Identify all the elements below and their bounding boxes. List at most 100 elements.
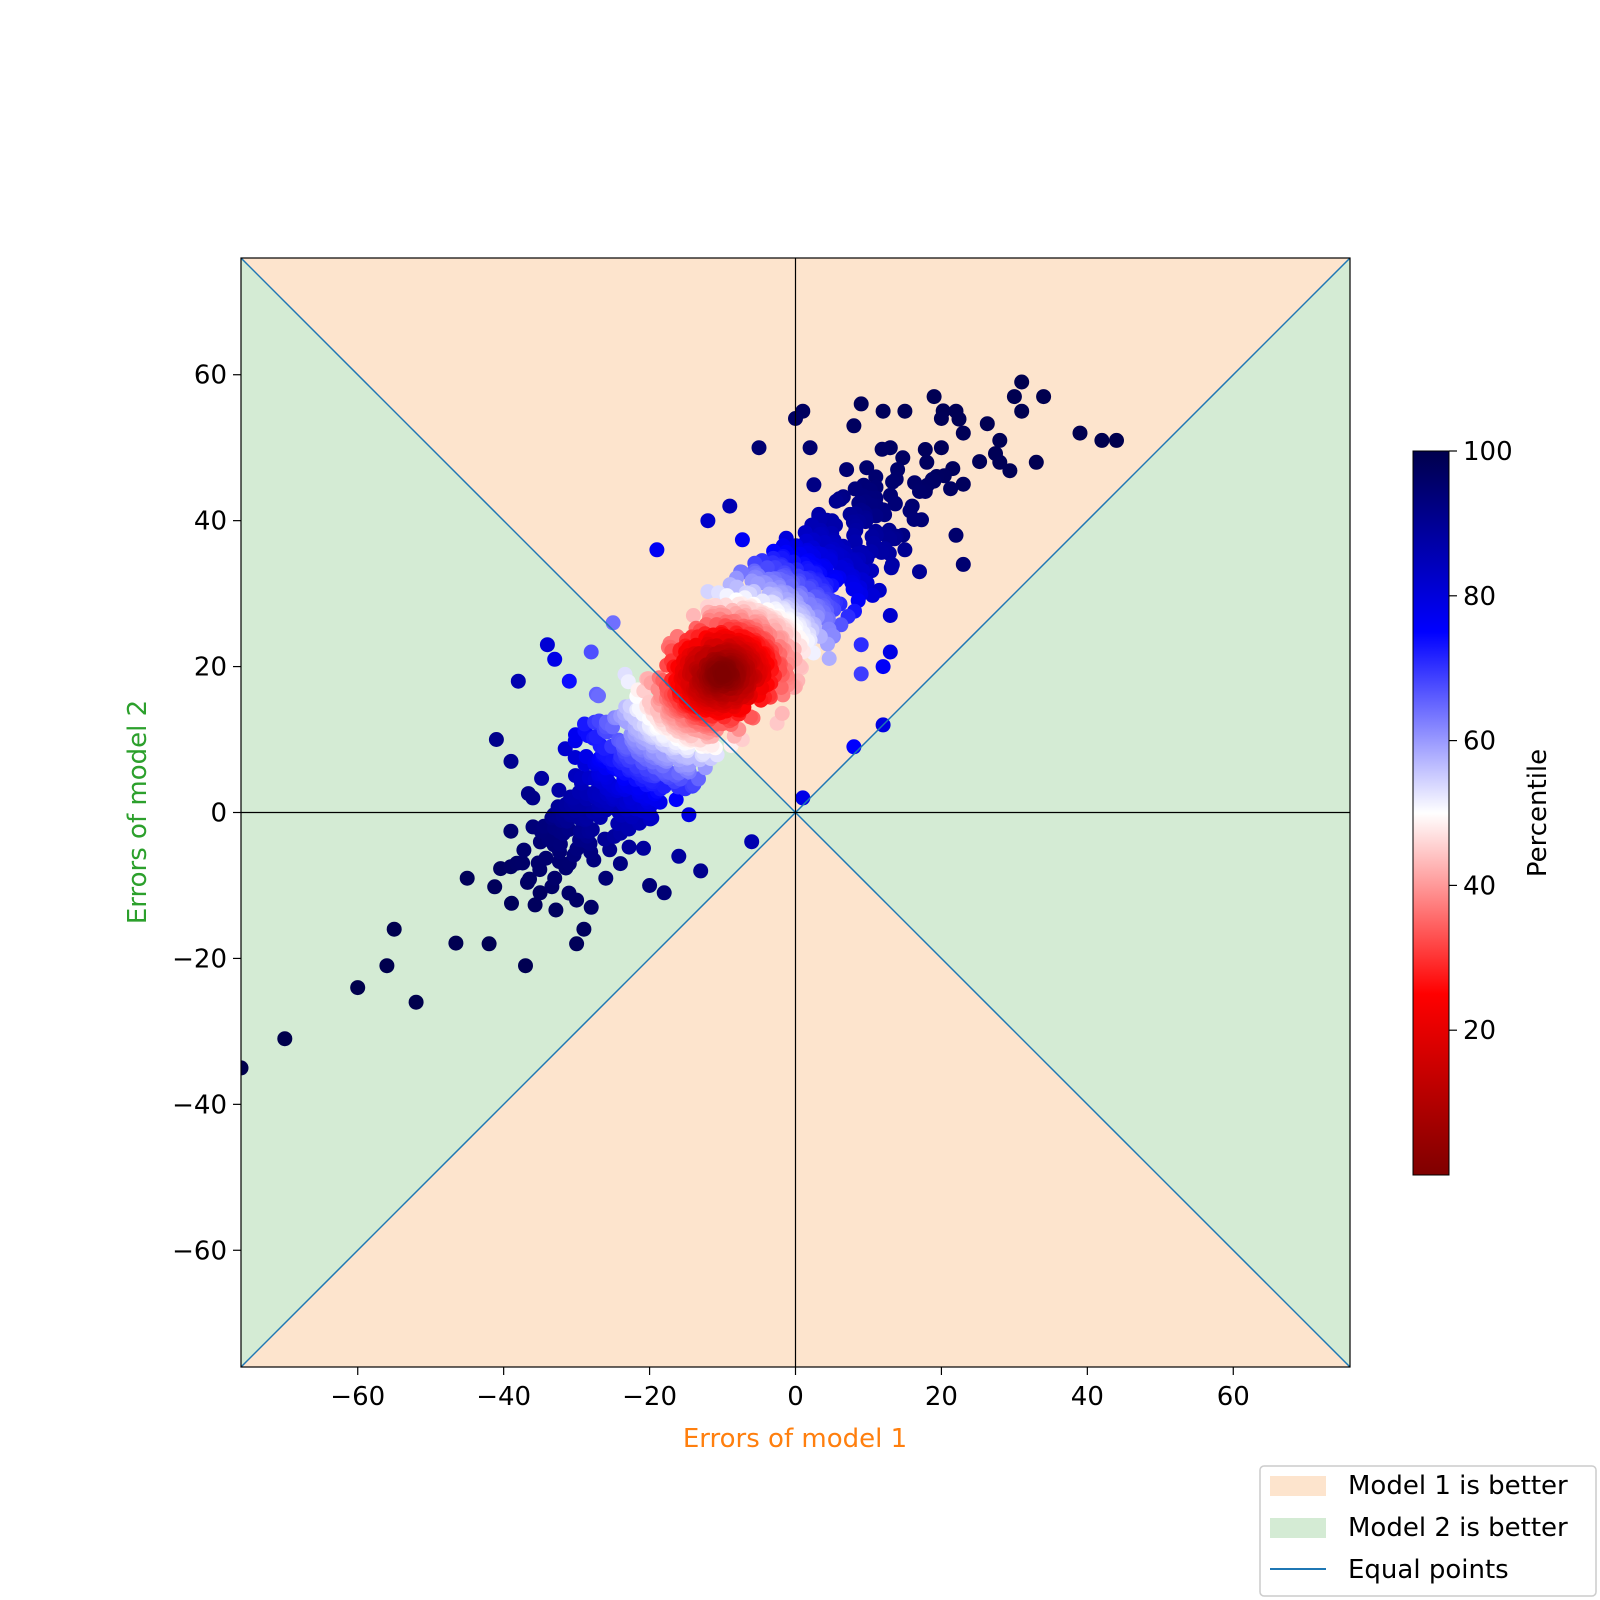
scatter-point xyxy=(561,673,577,689)
y-tick-label: 0 xyxy=(210,799,227,829)
scatter-point xyxy=(503,823,519,839)
scatter-point xyxy=(992,432,1008,448)
legend-swatch-model1 xyxy=(1270,1476,1326,1496)
y-tick-label: 20 xyxy=(194,653,227,683)
legend: Model 1 is better Model 2 is better Equa… xyxy=(1259,1465,1597,1597)
scatter-point xyxy=(933,440,949,456)
scatter-point xyxy=(408,994,424,1010)
scatter-point xyxy=(551,782,567,798)
scatter-point xyxy=(806,477,822,493)
scatter-point xyxy=(583,899,599,915)
scatter-point xyxy=(846,418,862,434)
x-tick-label: 0 xyxy=(787,1382,804,1412)
scatter-point xyxy=(583,644,599,660)
scatter-point xyxy=(828,493,844,509)
colorbar-tick-label: 60 xyxy=(1463,727,1496,757)
scatter-point xyxy=(1109,432,1124,448)
scatter-point xyxy=(277,1031,293,1047)
scatter-point xyxy=(459,870,475,886)
scatter-point xyxy=(1028,454,1044,470)
scatter-point xyxy=(865,587,881,603)
scatter-point xyxy=(539,637,555,653)
scatter-point xyxy=(547,651,563,667)
scatter-point xyxy=(951,411,967,427)
scatter-point xyxy=(621,839,637,855)
scatter-point xyxy=(518,958,533,974)
scatter-point xyxy=(751,440,767,456)
colorbar-label: Percentile xyxy=(1523,749,1553,877)
legend-frame xyxy=(1259,1465,1597,1597)
scatter-point xyxy=(642,878,658,893)
scatter-point xyxy=(515,855,531,871)
scatter-point xyxy=(1014,374,1030,390)
x-tick-label: −20 xyxy=(622,1382,677,1412)
scatter-point xyxy=(516,842,532,858)
scatter-point xyxy=(859,460,875,476)
scatter-point xyxy=(1002,463,1018,479)
scatter-point xyxy=(955,556,971,572)
x-tick-label: −60 xyxy=(330,1382,385,1412)
scatter-point xyxy=(636,840,651,856)
scatter-point xyxy=(912,564,927,580)
y-tick-label: 60 xyxy=(194,361,227,391)
y-axis-ticks: −60 −40 −20 0 20 40 60 xyxy=(172,361,241,1266)
scatter-point xyxy=(897,542,913,558)
scatter-point xyxy=(379,958,395,974)
scatter-point xyxy=(668,792,684,808)
guide-lines xyxy=(240,257,1351,1368)
scatter-point xyxy=(875,659,891,675)
scatter-point xyxy=(912,484,927,499)
scatter-point xyxy=(979,416,995,432)
x-tick-label: 60 xyxy=(1217,1382,1250,1412)
colorbar: 20 40 60 80 100 Percentile xyxy=(1412,437,1553,1176)
colorbar-ticks: 20 40 60 80 100 xyxy=(1449,437,1513,1046)
scatter-point xyxy=(883,560,899,576)
scatter-point xyxy=(548,902,564,918)
scatter-point xyxy=(547,870,563,886)
scatter-point xyxy=(885,474,901,490)
scatter-point xyxy=(1014,403,1030,419)
scatter-point xyxy=(875,403,891,419)
scatter-point xyxy=(1072,425,1088,441)
scatter-point xyxy=(795,790,811,806)
scatter-point xyxy=(853,666,869,682)
x-axis-label: Errors of model 1 xyxy=(683,1424,907,1454)
scatter-point xyxy=(845,581,861,597)
scatter-point xyxy=(448,935,464,951)
scatter-point xyxy=(557,741,573,757)
y-tick-label: −20 xyxy=(172,944,227,974)
scatter-point xyxy=(895,450,911,466)
scatter-point xyxy=(802,440,818,456)
scatter-point xyxy=(685,608,701,623)
scatter-point xyxy=(591,688,606,704)
scatter-point xyxy=(510,673,526,689)
scatter-point xyxy=(722,498,738,514)
scatter-point xyxy=(846,739,862,755)
x-tick-label: 40 xyxy=(1071,1382,1104,1412)
scatter-point xyxy=(700,513,716,529)
legend-label-model1: Model 1 is better xyxy=(1348,1471,1568,1501)
scatter-point xyxy=(522,871,537,887)
scatter-point xyxy=(525,790,541,806)
scatter-point xyxy=(774,705,790,721)
scatter-point xyxy=(853,637,869,653)
scatter-point xyxy=(972,454,988,470)
y-tick-label: −60 xyxy=(172,1236,227,1266)
scatter-point xyxy=(919,454,935,470)
scatter-point xyxy=(948,527,964,543)
scatter-point xyxy=(487,879,503,895)
scatter-point xyxy=(350,980,366,996)
scatter-point xyxy=(744,834,760,850)
x-tick-label: 20 xyxy=(925,1382,958,1412)
scatter-point xyxy=(906,512,922,527)
scatter-point xyxy=(598,870,614,886)
scatter-point xyxy=(503,753,519,769)
colorbar-tick-label: 20 xyxy=(1463,1016,1496,1046)
scatter-point xyxy=(853,396,869,412)
scatter-point xyxy=(241,1060,249,1076)
legend-label-model2: Model 2 is better xyxy=(1348,1513,1568,1543)
plot-area xyxy=(240,257,1351,1368)
scatter-point xyxy=(527,897,543,913)
scatter-point xyxy=(488,732,504,747)
scatter-point xyxy=(656,885,672,901)
